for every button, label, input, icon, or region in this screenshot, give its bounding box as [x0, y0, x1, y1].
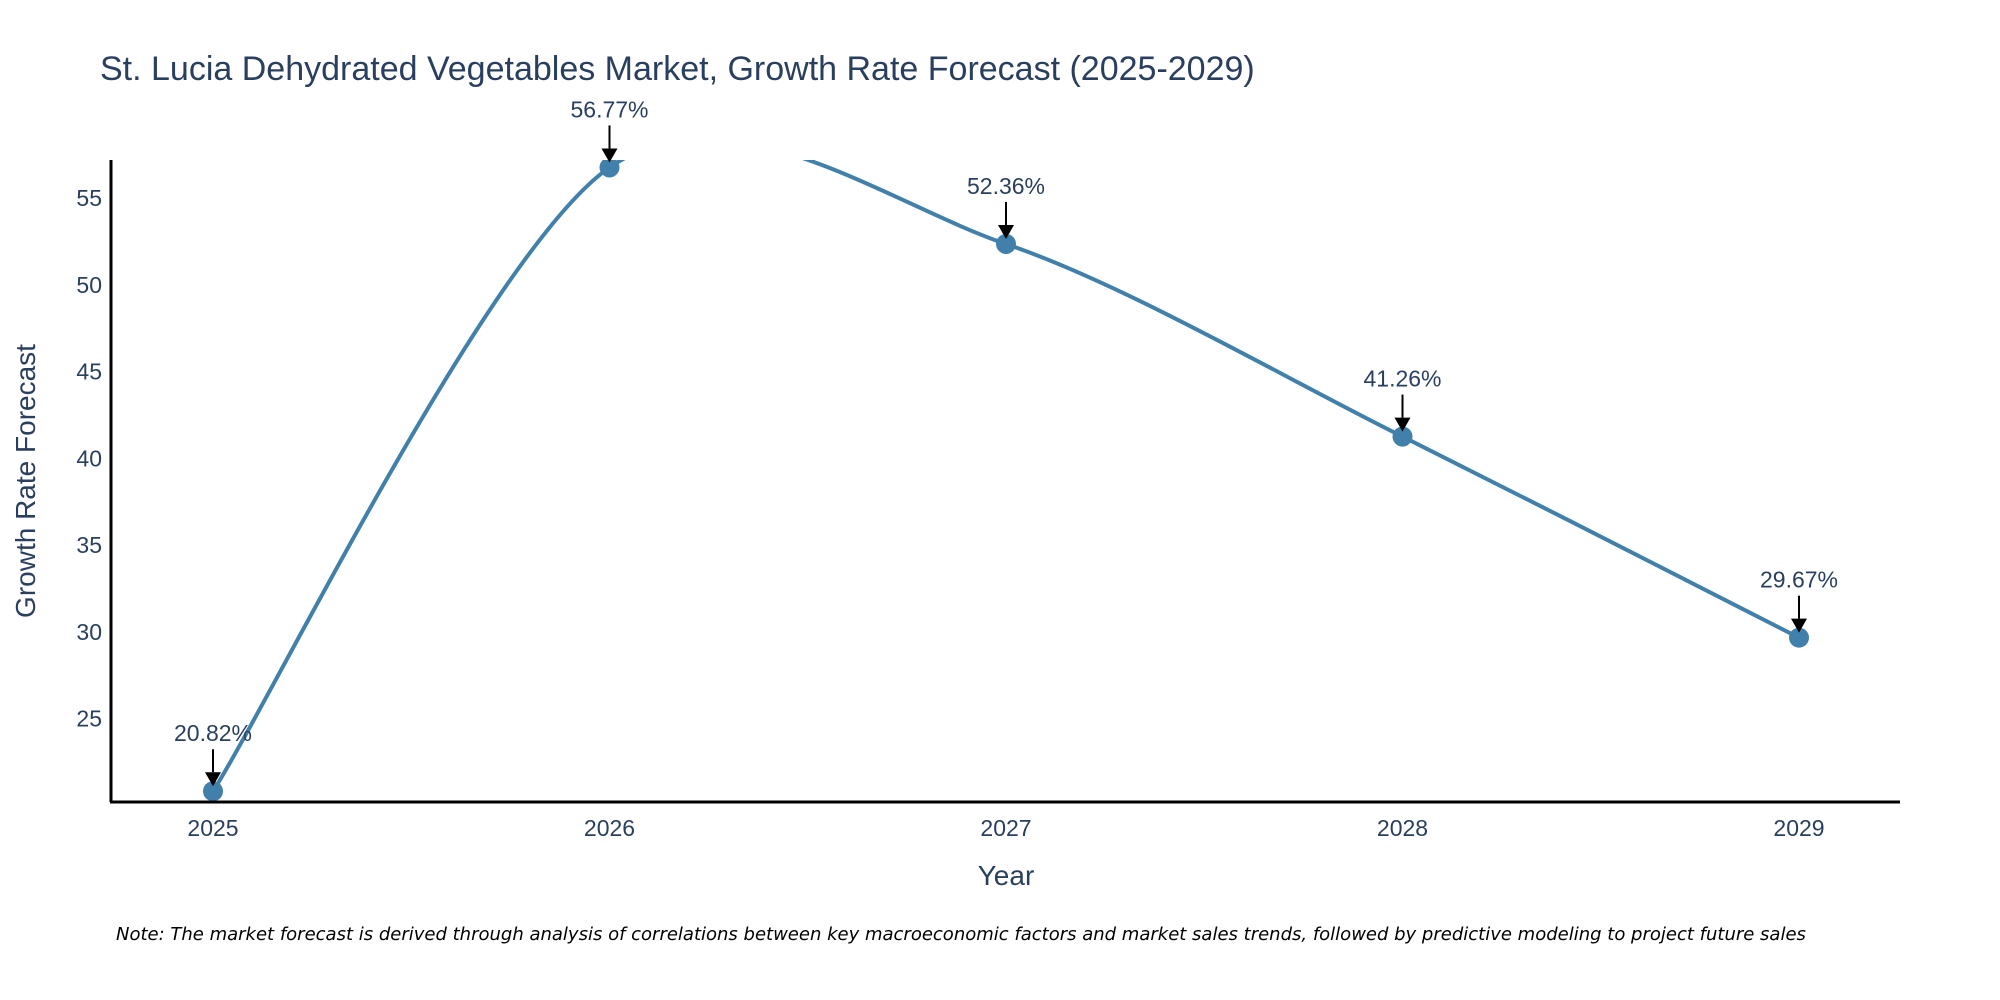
x-tick-label: 2026 — [584, 815, 635, 841]
data-point-marker[interactable] — [1789, 627, 1809, 648]
data-label: 56.77% — [570, 96, 648, 122]
y-tick-label: 55 — [76, 185, 102, 211]
data-annotations: 20.82% 56.77% 52.36% 41.26% 29.67% — [174, 96, 1838, 787]
y-tick-label: 25 — [76, 706, 102, 732]
annotation-arrow-head — [601, 148, 618, 163]
plot-area — [203, 157, 1809, 802]
data-label: 20.82% — [174, 720, 252, 746]
x-tick-label: 2027 — [980, 815, 1031, 841]
data-point-marker[interactable] — [996, 233, 1016, 254]
y-tick-label: 30 — [76, 619, 102, 645]
annotation-arrow-head — [1394, 417, 1411, 432]
y-axis-title: Growth Rate Forecast — [10, 344, 41, 618]
x-axis-title: Year — [978, 860, 1035, 891]
data-label: 52.36% — [967, 173, 1045, 199]
data-label: 41.26% — [1363, 366, 1441, 392]
annotation-arrow-head — [205, 772, 221, 787]
y-tick-label: 45 — [76, 359, 102, 385]
annotation-arrow-head — [1791, 618, 1807, 633]
data-label: 29.67% — [1760, 567, 1838, 593]
footnote: Note: The market forecast is derived thr… — [116, 924, 1806, 945]
series-line — [211, 160, 1801, 794]
x-tick-label: 2025 — [187, 815, 238, 841]
chart-title: St. Lucia Dehydrated Vegetables Market, … — [100, 50, 1255, 88]
data-point-marker[interactable] — [599, 157, 620, 178]
annotation-arrow-head — [998, 224, 1014, 239]
data-point-marker[interactable] — [1392, 426, 1413, 447]
x-tick-label: 2028 — [1377, 815, 1428, 841]
data-point-marker[interactable] — [203, 781, 223, 802]
y-tick-label: 35 — [76, 532, 102, 558]
x-axis-ticks: 2025 2026 2027 2028 2029 — [187, 815, 1824, 841]
x-tick-label: 2029 — [1773, 815, 1824, 841]
y-tick-label: 50 — [76, 272, 102, 298]
y-axis-ticks: 25 30 35 40 45 50 55 — [76, 185, 102, 732]
y-tick-label: 40 — [76, 445, 102, 471]
